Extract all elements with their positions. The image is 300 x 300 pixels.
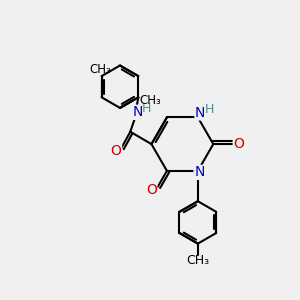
Text: H: H xyxy=(204,103,214,116)
Text: N: N xyxy=(194,165,205,179)
Text: O: O xyxy=(146,183,157,196)
Text: H: H xyxy=(142,102,151,115)
Text: CH₃: CH₃ xyxy=(139,94,161,107)
Text: CH₃: CH₃ xyxy=(89,63,111,76)
Text: O: O xyxy=(233,137,244,151)
Text: N: N xyxy=(132,105,143,119)
Text: CH₃: CH₃ xyxy=(186,254,209,267)
Text: O: O xyxy=(111,145,122,158)
Text: N: N xyxy=(195,106,206,120)
